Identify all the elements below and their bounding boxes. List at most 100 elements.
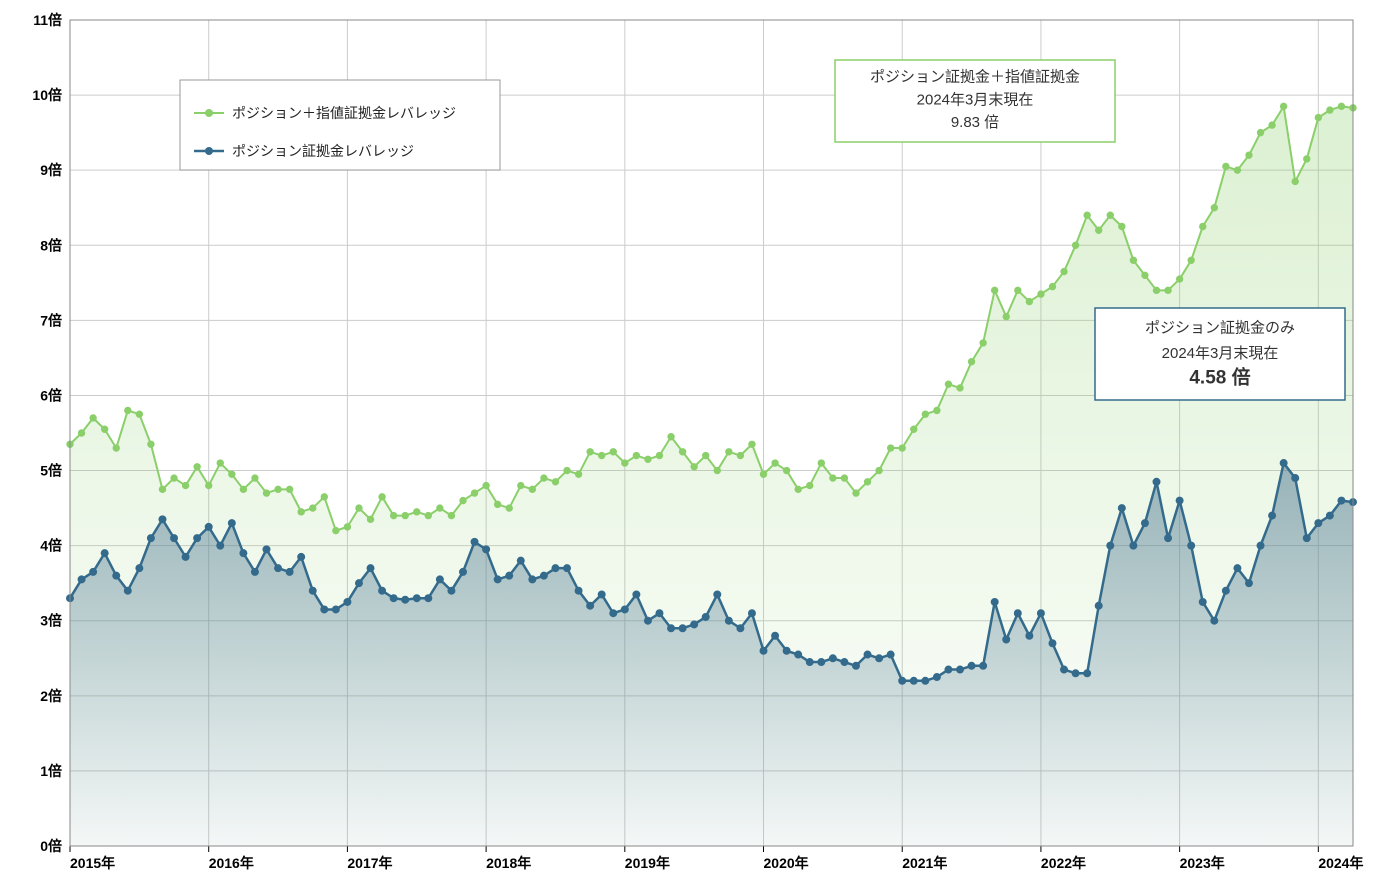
combined-callout: ポジション証拠金＋指値証拠金 2024年3月末現在 9.83 倍 <box>835 60 1115 142</box>
combined-marker <box>333 527 339 533</box>
combined-marker <box>1107 212 1113 218</box>
leverage-chart: 0倍1倍2倍3倍4倍5倍6倍7倍8倍9倍10倍11倍2015年2016年2017… <box>0 0 1373 896</box>
combined-marker <box>934 407 940 413</box>
position-marker <box>413 595 420 602</box>
combined-marker <box>645 456 651 462</box>
combined-marker <box>229 471 235 477</box>
combined-marker <box>136 411 142 417</box>
position-marker <box>379 587 386 594</box>
combined-marker <box>945 381 951 387</box>
annotation-line: 9.83 倍 <box>951 114 999 131</box>
position-marker <box>702 613 709 620</box>
y-tick-label: 3倍 <box>40 613 62 629</box>
position-marker <box>1315 520 1322 527</box>
x-tick-label: 2024年 <box>1318 855 1363 871</box>
position-marker <box>621 606 628 613</box>
position-marker <box>852 662 859 669</box>
combined-marker <box>125 407 131 413</box>
combined-marker <box>714 467 720 473</box>
combined-marker <box>830 475 836 481</box>
combined-marker <box>1072 242 1078 248</box>
combined-marker <box>876 467 882 473</box>
y-tick-label: 7倍 <box>40 312 62 328</box>
combined-marker <box>101 426 107 432</box>
combined-marker <box>968 358 974 364</box>
combined-marker <box>552 479 558 485</box>
combined-marker <box>529 486 535 492</box>
position-marker <box>147 535 154 542</box>
position-marker <box>1338 497 1345 504</box>
combined-marker <box>679 449 685 455</box>
position-marker <box>217 542 224 549</box>
position-marker <box>1222 587 1229 594</box>
position-marker <box>772 632 779 639</box>
combined-marker <box>922 411 928 417</box>
position-marker <box>78 576 85 583</box>
position-marker <box>656 610 663 617</box>
position-marker <box>864 651 871 658</box>
position-marker <box>598 591 605 598</box>
position-marker <box>182 553 189 560</box>
combined-marker <box>356 505 362 511</box>
combined-marker <box>1223 163 1229 169</box>
position-marker <box>783 647 790 654</box>
position-marker <box>367 565 374 572</box>
combined-marker <box>1176 276 1182 282</box>
combined-marker <box>159 486 165 492</box>
combined-marker <box>206 482 212 488</box>
y-tick-label: 5倍 <box>40 463 62 479</box>
combined-marker <box>887 445 893 451</box>
position-marker <box>587 602 594 609</box>
position-marker <box>1049 640 1056 647</box>
combined-marker <box>1280 103 1286 109</box>
position-marker <box>136 565 143 572</box>
position-marker <box>344 598 351 605</box>
position-marker <box>171 535 178 542</box>
legend-label: ポジション証拠金レバレッジ <box>232 143 414 159</box>
annotation-line: 2024年3月末現在 <box>917 91 1034 108</box>
position-marker <box>841 659 848 666</box>
position-marker <box>1107 542 1114 549</box>
combined-marker <box>1165 287 1171 293</box>
position-marker <box>309 587 316 594</box>
combined-marker <box>807 482 813 488</box>
combined-marker <box>402 512 408 518</box>
combined-marker <box>1130 257 1136 263</box>
position-marker <box>205 523 212 530</box>
position-marker <box>1165 535 1172 542</box>
combined-marker <box>1153 287 1159 293</box>
position-marker <box>760 647 767 654</box>
y-tick-label: 11倍 <box>33 12 62 28</box>
combined-marker <box>494 501 500 507</box>
x-tick-label: 2019年 <box>625 855 670 871</box>
combined-marker <box>1142 272 1148 278</box>
combined-marker <box>78 430 84 436</box>
x-tick-label: 2017年 <box>347 855 392 871</box>
combined-marker <box>853 490 859 496</box>
combined-marker <box>1038 291 1044 297</box>
y-tick-label: 6倍 <box>40 387 62 403</box>
combined-marker <box>471 490 477 496</box>
combined-marker <box>506 505 512 511</box>
combined-marker <box>1096 227 1102 233</box>
position-marker <box>1257 542 1264 549</box>
combined-marker <box>448 512 454 518</box>
position-marker <box>101 550 108 557</box>
position-marker <box>691 621 698 628</box>
position-marker <box>829 655 836 662</box>
position-marker <box>1130 542 1137 549</box>
combined-marker <box>668 434 674 440</box>
combined-marker <box>113 445 119 451</box>
position-marker <box>980 662 987 669</box>
position-marker <box>633 591 640 598</box>
position-marker <box>1199 598 1206 605</box>
position-marker <box>275 565 282 572</box>
position-marker <box>425 595 432 602</box>
combined-marker <box>425 512 431 518</box>
combined-marker <box>864 479 870 485</box>
position-marker <box>1326 512 1333 519</box>
combined-marker <box>263 490 269 496</box>
position-marker <box>610 610 617 617</box>
position-marker <box>1153 478 1160 485</box>
annotation-line: ポジション証拠金＋指値証拠金 <box>870 69 1080 86</box>
